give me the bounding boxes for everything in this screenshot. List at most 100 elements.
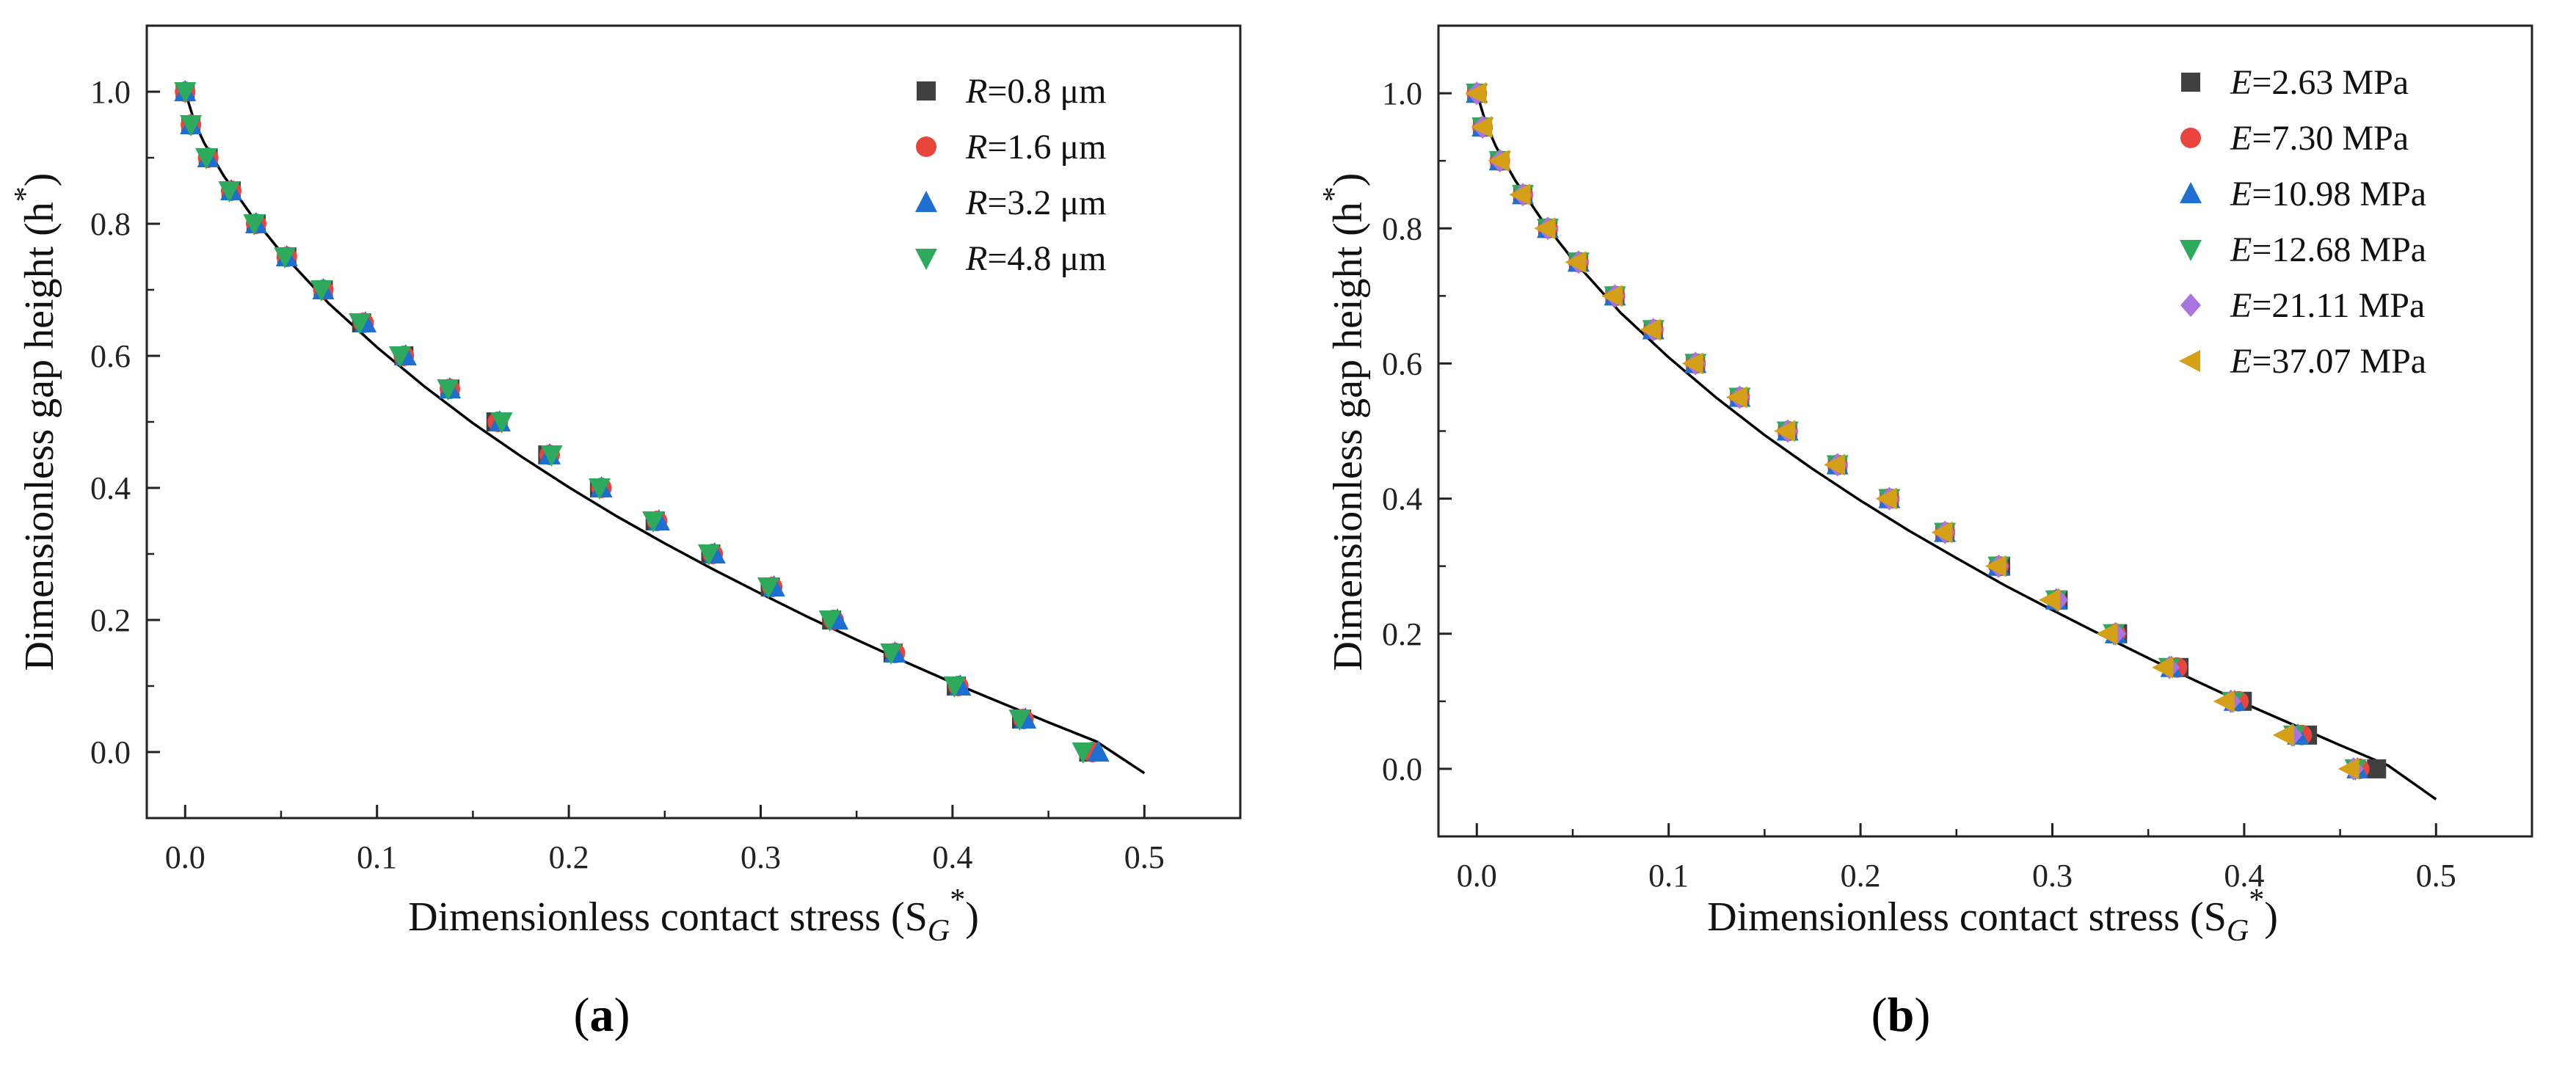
data-point [1488,150,1510,172]
legend-marker [2180,293,2201,317]
y-axis-label: Dimensionless gap height (h*) [1317,173,1371,671]
legend-variable: E [2230,119,2252,158]
legend-label: E=37.07 MPa [2230,342,2426,381]
legend-marker [915,249,937,270]
data-point [1875,487,1897,510]
legend-variable: E [2230,175,2252,214]
legend-label: E=2.63 MPa [2230,63,2409,102]
x-axis-label: Dimensionless contact stress (SG*) [1707,883,2278,948]
legend-value: =21.11 MPa [2252,286,2425,325]
x-tick-label: 0.4 [932,839,972,875]
legend-label: E=7.30 MPa [2230,119,2409,158]
legend-variable: E [2230,286,2252,325]
data-point [218,181,241,203]
legend-marker [2179,350,2200,372]
legend: R=0.8 μmR=1.6 μmR=3.2 μmR=4.8 μm [915,72,1106,278]
y-tick-label: 0.2 [90,602,131,638]
data-point [697,544,720,566]
data-point [540,445,563,467]
legend-value: =3.2 μm [987,183,1106,222]
series-triangle-down [174,82,1094,764]
y-tick-label: 1.0 [90,74,131,110]
y-tick-label: 0.0 [90,734,131,770]
legend-label: R=4.8 μm [965,239,1106,278]
legend-label: E=21.11 MPa [2230,286,2425,325]
legend-variable: R [965,239,987,278]
x-tick-label: 0.4 [2224,858,2264,894]
y-tick-label: 0.8 [1382,211,1422,247]
legend-label: R=3.2 μm [965,183,1106,222]
data-point [310,280,332,302]
data-point [2213,690,2235,712]
y-tick-label: 1.0 [1382,76,1422,112]
data-point [490,412,513,434]
legend-value: =7.30 MPa [2252,119,2409,158]
x-tick-label: 0.2 [1841,858,1881,894]
data-point [2096,622,2118,645]
legend-label: R=1.6 μm [965,128,1106,167]
data-point [943,676,966,698]
data-point [588,478,611,500]
data-point [1984,555,2006,577]
x-tick-label: 0.1 [1648,858,1689,894]
legend-marker [2180,182,2202,203]
data-point [389,346,412,368]
legend-value: =10.98 MPa [2252,175,2426,214]
data-point [1008,709,1031,731]
y-tick-label: 0.6 [90,338,131,374]
y-tick-label: 0.0 [1382,751,1422,787]
data-point [1601,285,1623,307]
data-point [243,214,266,236]
data-point [180,115,203,136]
legend-marker [2180,128,2201,148]
fit-curve [1475,92,2437,800]
legend-marker [2181,73,2200,92]
y-tick-label: 0.4 [1382,481,1422,517]
panel-caption: (a) [574,988,630,1042]
x-tick-label: 0.1 [357,839,397,875]
x-axis-label: Dimensionless contact stress (SG*) [408,883,979,948]
legend-variable: R [965,128,987,167]
x-tick-label: 0.0 [165,839,205,875]
legend-value: =1.6 μm [987,128,1106,167]
data-point [1087,740,1110,762]
data-point [1471,116,1493,139]
data-point [2337,757,2359,780]
y-tick-label: 0.2 [1382,616,1422,652]
data-point [1509,183,1531,206]
data-point [1774,420,1796,442]
y-axis-label: Dimensionless gap height (h*) [9,173,62,671]
data-point [1565,251,1587,274]
data-point [757,577,779,599]
data-point [1071,743,1094,764]
data-point [2367,759,2387,778]
series-triangle-left [1465,82,2359,780]
x-tick-label: 0.2 [549,839,589,875]
chart-panel-a: 0.0 0.1 0.2 0.3 0.4 0.50.00.20.40.60.81.0 R=0.… [9,24,1242,1042]
legend-variable: E [2230,63,2252,102]
legend-marker [915,191,937,212]
legend-variable: R [965,72,987,111]
y-tick-label: 0.8 [90,206,131,242]
data-point [1725,386,1747,409]
y-tick-label: 0.6 [1382,346,1422,382]
data-point [1681,352,1703,375]
data-point [174,82,197,103]
legend-label: E=12.68 MPa [2230,230,2426,269]
legend-marker [917,81,936,101]
data-point [2152,656,2174,679]
legend-label: R=0.8 μm [965,72,1106,111]
x-tick-label: 0.3 [2032,858,2073,894]
legend-variable: R [965,183,987,222]
legend-value: =12.68 MPa [2252,230,2426,269]
data-point [818,610,841,632]
legend-value: =4.8 μm [987,239,1106,278]
legend-marker [2180,240,2202,261]
legend-value: =0.8 μm [987,72,1106,111]
y-tick-label: 0.4 [90,470,131,506]
data-point [274,247,296,269]
data-point [880,643,903,665]
chart-panel-b: 0.0 0.1 0.2 0.3 0.4 0.50.00.20.40.60.81.0 E=2.… [1317,24,2533,1042]
data-point [1931,521,1953,544]
